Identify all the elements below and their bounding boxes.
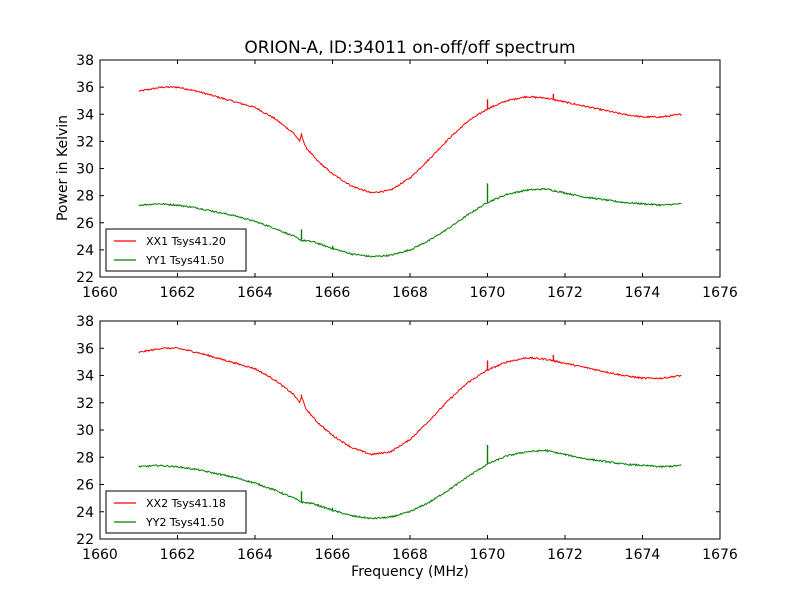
x-tick-label: 1670	[470, 547, 506, 563]
y-tick-label: 36	[76, 341, 94, 357]
y-tick-label: 38	[76, 53, 94, 69]
series-line-1	[138, 346, 682, 456]
x-tick-label: 1662	[160, 285, 196, 301]
x-tick-label: 1664	[237, 547, 273, 563]
y-tick-label: 34	[76, 369, 94, 385]
x-tick-label: 1666	[315, 285, 351, 301]
y-axis-label: Power in Kelvin	[55, 115, 71, 221]
x-axis-label: Frequency (MHz)	[351, 564, 469, 580]
y-tick-label: 24	[76, 243, 94, 259]
y-tick-label: 22	[76, 270, 94, 286]
x-tick-label: 1672	[547, 547, 583, 563]
x-tick-label: 1666	[315, 547, 351, 563]
x-tick-label: 1672	[547, 285, 583, 301]
y-tick-label: 38	[76, 314, 94, 330]
y-tick-label: 32	[76, 396, 94, 412]
x-tick-label: 1676	[702, 547, 738, 563]
subplots: 1660 1662 1664 1666 1668 1670 1672 1674 1676 22 24…	[76, 53, 738, 563]
series-line-2	[138, 187, 682, 258]
legend-label: XX2 Tsys41.18	[146, 497, 226, 510]
y-tick-label: 28	[76, 450, 94, 466]
y-tick-label: 32	[76, 134, 94, 150]
figure-title: ORION-A, ID:34011 on-off/off spectrum	[244, 38, 575, 58]
y-tick-label: 34	[76, 107, 94, 123]
legend-label: YY2 Tsys41.50	[145, 516, 224, 529]
x-tick-label: 1668	[392, 285, 428, 301]
legend-box	[105, 228, 247, 272]
x-tick-label: 1670	[470, 285, 506, 301]
x-tick-label: 1660	[82, 547, 118, 563]
y-tick-label: 28	[76, 189, 94, 205]
x-tick-label: 1674	[625, 285, 661, 301]
series-line-2	[138, 448, 682, 520]
legend-label: XX1 Tsys41.20	[146, 235, 226, 248]
x-tick-label: 1660	[82, 285, 118, 301]
x-tick-label: 1664	[237, 285, 273, 301]
x-tick-label: 1662	[160, 547, 196, 563]
x-tick-label: 1668	[392, 547, 428, 563]
y-tick-label: 26	[76, 216, 94, 232]
y-tick-label: 30	[76, 162, 94, 178]
y-tick-label: 30	[76, 423, 94, 439]
legend-label: YY1 Tsys41.50	[145, 254, 224, 267]
y-tick-label: 26	[76, 478, 94, 494]
x-tick-label: 1674	[625, 547, 661, 563]
y-tick-label: 36	[76, 80, 94, 96]
subplot-2: 1660 1662 1664 1666 1668 1670 1672 1674 1676 22 24…	[76, 314, 738, 563]
legend-box	[105, 490, 247, 534]
y-tick-label: 22	[76, 532, 94, 548]
subplot-1: 1660 1662 1664 1666 1668 1670 1672 1674 1676 22 24…	[76, 53, 738, 301]
series-line-1	[138, 85, 682, 194]
x-tick-label: 1676	[702, 285, 738, 301]
y-tick-label: 24	[76, 505, 94, 521]
